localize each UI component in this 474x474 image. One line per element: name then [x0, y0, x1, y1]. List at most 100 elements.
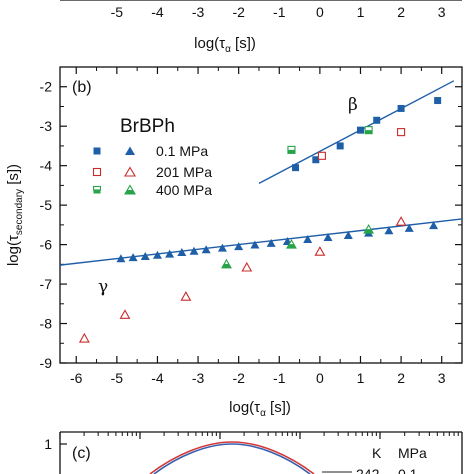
data-point	[201, 245, 211, 254]
data-point	[119, 309, 131, 319]
panel-label: (b)	[72, 79, 92, 96]
legend-label-400-mpa: 400 MPa	[156, 182, 212, 198]
data-point-fill	[365, 130, 373, 134]
panel-c-curve-red	[149, 441, 315, 474]
x-axis-title: log(τα [s])	[229, 399, 291, 419]
data-point-fill	[364, 229, 374, 234]
x-tick-label: -4	[151, 370, 164, 386]
data-point	[404, 223, 414, 232]
data-point	[303, 234, 313, 243]
data-point	[397, 104, 405, 112]
series-gamma_0.1MPa	[116, 221, 439, 263]
top-x-ticks: -5 -4 -3 -2 -1 0 1 2 3	[111, 4, 446, 20]
x-tick-label: 2	[397, 370, 405, 386]
data-point	[241, 261, 253, 272]
data-point	[292, 164, 300, 172]
data-point	[314, 246, 326, 256]
data-point	[177, 247, 187, 256]
x-tick-label: -6	[70, 370, 83, 386]
top-x-tick-label: -3	[192, 4, 205, 20]
y-tick-label: -8	[40, 316, 53, 332]
data-point	[336, 142, 344, 150]
y-tick-label: -4	[40, 158, 53, 174]
top-panel-fragment: -5 -4 -3 -2 -1 0 1 2 3 log(τα [s])	[60, 0, 462, 55]
data-point	[429, 221, 439, 230]
legend-entry-400-mpa: 400 MPa	[92, 182, 212, 198]
top-x-tick-label: -1	[273, 4, 286, 20]
data-point-fill	[221, 263, 231, 268]
x-tick-label: -2	[232, 370, 245, 386]
top-x-tick-label: -4	[151, 4, 164, 20]
top-x-tick-label: 0	[316, 4, 324, 20]
y-tick-label: -7	[40, 276, 53, 292]
panel-c-top-ticks	[59, 432, 459, 439]
x-tick-label: -5	[111, 370, 124, 386]
legend-marker-triangle-open	[124, 166, 136, 177]
top-x-tick-label: 2	[397, 4, 405, 20]
y-tick-label: -6	[40, 237, 53, 253]
data-point-fill	[287, 149, 295, 154]
legend-marker-triangle-filled	[125, 146, 135, 155]
x-tick-label: 3	[438, 370, 446, 386]
legend-label-201-mpa: 201 MPa	[156, 164, 212, 180]
data-point	[189, 246, 199, 255]
top-x-tick-label: -2	[232, 4, 245, 20]
beta-fit-line	[258, 80, 455, 185]
data-point	[152, 250, 162, 259]
gamma-fit-line	[59, 218, 463, 266]
y-axis-title: log(τsecondary [s])	[5, 164, 25, 266]
series-beta_201MPa	[317, 128, 406, 160]
data-point	[250, 240, 260, 249]
data-point	[343, 231, 353, 240]
top-x-tick-label: -5	[111, 4, 124, 20]
series-gamma_400MPa	[221, 223, 375, 269]
data-point	[395, 216, 407, 226]
data-point	[434, 97, 442, 105]
y-tick-label: -5	[40, 197, 53, 213]
data-point	[356, 126, 364, 134]
panel-c-y-tick-label: 1	[44, 436, 52, 452]
data-point	[128, 253, 138, 262]
legend-marker-square-half-top	[92, 185, 102, 191]
panel-c-fragment: 1 (c) K MPa 242 0.1	[44, 431, 463, 474]
panel-c-label: (c)	[72, 445, 91, 462]
series-beta_0.1MPa	[292, 97, 442, 172]
panel-c-legend-row-mpa: 0.1	[398, 466, 418, 474]
fit-lines	[59, 80, 463, 266]
data-point	[180, 291, 192, 301]
top-x-axis-title: log(τα [s])	[194, 35, 256, 55]
panel-c-legend-row-k: 242	[356, 466, 380, 474]
y-tick-label: -9	[40, 355, 53, 371]
data-point	[116, 254, 126, 263]
legend-label-0-1-mpa: 0.1 MPa	[156, 143, 208, 159]
y-ticks: -2 -3 -4 -5 -6 -7 -8 -9	[40, 79, 462, 371]
data-point	[78, 332, 90, 343]
data-point	[323, 232, 333, 241]
data-point	[312, 156, 320, 164]
data-point	[217, 243, 227, 252]
panel-b: -6 -5 -4 -3 -2 -1 0 1 2 3 -2 -3 -4 -5 -6 -7 -8 -9 (b) Br…	[5, 66, 463, 419]
x-tick-label: -1	[273, 370, 286, 386]
top-x-tick-label: 1	[357, 4, 365, 20]
legend-marker-square-filled	[93, 147, 101, 155]
x-tick-label: -3	[192, 370, 205, 386]
legend-marker-square-open	[92, 167, 102, 177]
data-point	[373, 116, 381, 124]
beta-label: β	[348, 95, 358, 115]
data-point	[317, 151, 326, 160]
x-ticks: -6 -5 -4 -3 -2 -1 0 1 2 3	[70, 67, 446, 386]
x-minor-ticks	[96, 67, 463, 363]
data-point	[165, 249, 175, 258]
gamma-label: γ	[98, 277, 108, 297]
data-points	[78, 97, 442, 343]
panel-c-legend-header-k: K	[372, 445, 382, 461]
data-point-fill	[286, 244, 296, 249]
x-tick-label: 0	[316, 370, 324, 386]
panel-c-legend-header-mpa: MPa	[398, 445, 427, 461]
plot-frame	[59, 66, 463, 364]
x-tick-label: 1	[357, 370, 365, 386]
legend-marker-triangle-half-fill	[125, 190, 135, 194]
data-point	[384, 226, 394, 235]
legend-entry-0-1-mpa: 0.1 MPa	[93, 143, 208, 159]
y-tick-label: -2	[40, 79, 53, 95]
